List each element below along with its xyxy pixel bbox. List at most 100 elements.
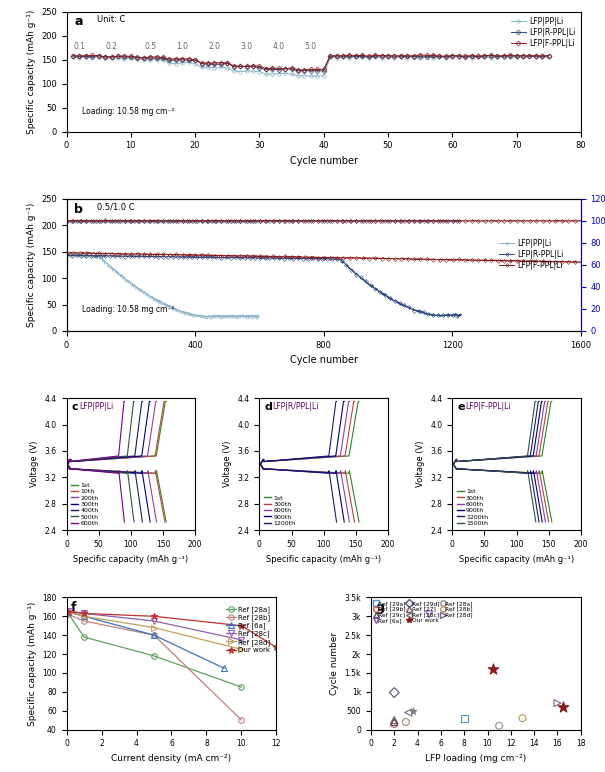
Legend: LFP|PP|Li, LFP|R-PPL|Li, LFP|F-PPL|Li: LFP|PP|Li, LFP|R-PPL|Li, LFP|F-PPL|Li (509, 15, 577, 49)
Point (488, 663, 498, 676)
Ref [28c] (238, 635, 245, 645)
Ref [6a] (80, 611, 88, 621)
Text: c: c (71, 402, 78, 412)
Line: LFP|PP|Li: LFP|PP|Li (71, 55, 551, 78)
LFP|PP|Li (70, 52, 77, 61)
Point (424, 608, 434, 621)
Ref [28d] (80, 611, 88, 621)
LFP|F-PPL|Li (577, 257, 584, 266)
Ref [28a] (151, 652, 158, 661)
LFP|PP|Li (545, 52, 552, 62)
Point (401, 716, 411, 728)
LFP|PP|Li (224, 313, 231, 322)
LFP|R-PPL|Li (458, 310, 465, 319)
Line: Ref [28d]: Ref [28d] (65, 610, 244, 652)
Text: Unit: C: Unit: C (97, 15, 126, 24)
Line: LFP|R-PPL|Li: LFP|R-PPL|Li (65, 253, 463, 318)
Point (390, 716, 399, 728)
LFP|R-PPL|Li (320, 66, 327, 76)
Y-axis label: Cycle number: Cycle number (330, 632, 339, 695)
Legend: 1st, 10th, 200th, 300th, 400th, 500th, 600th: 1st, 10th, 200th, 300th, 400th, 500th, 6… (70, 482, 100, 527)
LFP|PP|Li (313, 72, 321, 81)
Our work (80, 609, 88, 618)
X-axis label: Current density (mA cm⁻²): Current density (mA cm⁻²) (111, 753, 232, 763)
Y-axis label: Specific capacity (mAh g⁻¹): Specific capacity (mAh g⁻¹) (27, 9, 36, 134)
Text: b: b (74, 203, 83, 216)
LFP|F-PPL|Li (327, 252, 334, 262)
Text: g: g (375, 601, 384, 615)
LFP|F-PPL|Li (506, 51, 514, 60)
Point (390, 718, 399, 730)
X-axis label: LFP loading (mg cm⁻²): LFP loading (mg cm⁻²) (425, 753, 526, 763)
X-axis label: Cycle number: Cycle number (290, 156, 358, 166)
Line: Ref [28c]: Ref [28c] (65, 608, 244, 642)
Ref [28a] (80, 632, 88, 642)
LFP|R-PPL|Li (455, 313, 462, 322)
Text: 0.1: 0.1 (73, 42, 85, 51)
Ref [28b] (65, 610, 72, 619)
Text: LFP|R/PPL|Li: LFP|R/PPL|Li (272, 402, 319, 411)
Line: LFP|R-PPL|Li: LFP|R-PPL|Li (71, 54, 551, 73)
Ref [28c] (151, 616, 158, 625)
Y-axis label: Specific capacity (mAh g⁻¹): Specific capacity (mAh g⁻¹) (27, 203, 36, 327)
Legend: Ref [28a], Ref [28b], Ref [6a], Ref [28c], Ref [28d], Our work: Ref [28a], Ref [28b], Ref [6a], Ref [28c… (223, 604, 273, 655)
LFP|R-PPL|Li (436, 52, 443, 61)
Ref [28a] (65, 609, 72, 618)
Point (459, 712, 469, 724)
LFP|F-PPL|Li (64, 248, 71, 257)
Line: LFP|PP|Li: LFP|PP|Li (65, 252, 261, 319)
Text: 0.5: 0.5 (144, 42, 156, 51)
Legend: LFP|PP|Li, LFP|R-PPL|Li, LFP|F-PPL|Li: LFP|PP|Li, LFP|R-PPL|Li, LFP|F-PPL|Li (496, 236, 567, 273)
LFP|R-PPL|Li (506, 51, 514, 60)
LFP|R-PPL|Li (348, 266, 355, 275)
LFP|PP|Li (164, 301, 171, 310)
Our work (238, 621, 245, 631)
Ref [6a] (220, 664, 227, 673)
Y-axis label: Voltage (V): Voltage (V) (30, 441, 39, 487)
Line: Ref [6a]: Ref [6a] (65, 609, 227, 671)
LFP|R-PPL|Li (455, 52, 462, 61)
Legend: 1st, 300th, 600th, 900th, 1200th: 1st, 300th, 600th, 900th, 1200th (263, 494, 296, 527)
Ref [28d] (151, 623, 158, 632)
Point (390, 714, 399, 726)
Text: e: e (457, 402, 465, 412)
LFP|R-PPL|Li (545, 51, 552, 60)
Line: LFP|F-PPL|Li: LFP|F-PPL|Li (71, 53, 551, 72)
Line: Ref [28a]: Ref [28a] (65, 611, 244, 690)
Text: 3.0: 3.0 (240, 42, 253, 51)
LFP|F-PPL|Li (296, 252, 303, 262)
Legend: 1st, 300th, 600th, 900th, 1200th, 1500th: 1st, 300th, 600th, 900th, 1200th, 1500th (456, 488, 489, 527)
Ref [28b] (80, 616, 88, 625)
Text: 4.0: 4.0 (273, 42, 285, 51)
Line: Ref [28b]: Ref [28b] (65, 611, 244, 723)
Ref [28c] (65, 606, 72, 615)
LFP|F-PPL|Li (462, 52, 469, 61)
LFP|PP|Li (64, 249, 71, 259)
LFP|F-PPL|Li (455, 51, 462, 60)
LFP|PP|Li (108, 53, 115, 63)
LFP|R-PPL|Li (64, 251, 71, 260)
LFP|F-PPL|Li (474, 52, 482, 61)
LFP|PP|Li (206, 311, 214, 320)
Point (518, 712, 528, 724)
LFP|R-PPL|Li (283, 253, 290, 262)
LFP|PP|Li (455, 52, 462, 61)
LFP|R-PPL|Li (108, 52, 115, 62)
Text: f: f (71, 601, 76, 615)
Point (404, 706, 413, 719)
Line: LFP|F-PPL|Li: LFP|F-PPL|Li (65, 251, 582, 264)
LFP|R-PPL|Li (468, 52, 475, 61)
Ref [28b] (151, 631, 158, 640)
LFP|F-PPL|Li (576, 258, 583, 267)
Y-axis label: Voltage (V): Voltage (V) (223, 441, 232, 487)
LFP|R-PPL|Li (230, 253, 237, 262)
Ref [28d] (65, 608, 72, 617)
Text: 1.0: 1.0 (176, 42, 188, 51)
LFP|PP|Li (71, 249, 78, 259)
LFP|PP|Li (500, 52, 507, 62)
LFP|PP|Li (526, 52, 533, 61)
LFP|PP|Li (105, 260, 112, 269)
Text: Loading: 10.58 mg cm⁻²: Loading: 10.58 mg cm⁻² (82, 107, 174, 116)
Point (408, 705, 417, 717)
LFP|F-PPL|Li (442, 52, 450, 61)
